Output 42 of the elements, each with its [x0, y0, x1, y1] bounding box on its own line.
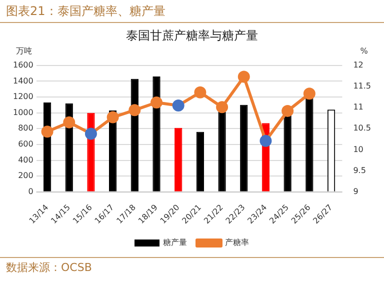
y-axis-title: 万吨	[16, 46, 32, 56]
y-tick-label: 200	[18, 171, 34, 180]
y-tick-label: 1000	[13, 108, 34, 117]
chart-title: 图表21：泰国产糖率、糖产量	[0, 0, 384, 23]
bar	[306, 97, 314, 192]
y2-tick-label: 10	[353, 144, 364, 154]
point	[216, 101, 228, 114]
point	[63, 116, 76, 128]
y2-axis-title: %	[360, 46, 368, 56]
point	[150, 96, 163, 109]
legend-label: 产糖率	[225, 238, 249, 248]
point	[303, 88, 316, 100]
bar	[152, 76, 160, 192]
y2-tick-label: 12	[353, 60, 364, 70]
point	[282, 104, 294, 117]
y-tick-label: 0	[28, 186, 34, 196]
bar	[196, 132, 204, 192]
point	[172, 99, 184, 112]
point	[238, 70, 250, 83]
point	[194, 86, 206, 98]
bar	[284, 114, 292, 192]
y2-tick-label: 10.5	[353, 124, 371, 133]
source-note: 数据来源：OCSB	[0, 257, 384, 277]
bar	[218, 112, 226, 192]
point	[106, 111, 119, 124]
y-tick-label: 800	[18, 124, 34, 133]
y-tick-label: 600	[18, 140, 34, 149]
y-tick-label: 1600	[13, 60, 34, 70]
y-tick-label: 1400	[13, 76, 34, 86]
y2-tick-label: 11.5	[353, 82, 371, 91]
point	[84, 128, 97, 140]
point	[260, 134, 272, 147]
chart-subtitle: 泰国甘蔗产糖率与糖产量	[126, 28, 258, 42]
y-tick-label: 1200	[13, 92, 34, 102]
y-tick-label: 400	[18, 155, 34, 164]
point	[128, 104, 141, 116]
y2-tick-label: 9.5	[353, 166, 366, 175]
bar	[240, 104, 248, 192]
point	[41, 126, 54, 138]
y2-tick-label: 9	[353, 186, 358, 196]
y2-tick-label: 11	[353, 102, 364, 112]
legend-label: 糖产量	[163, 238, 187, 248]
